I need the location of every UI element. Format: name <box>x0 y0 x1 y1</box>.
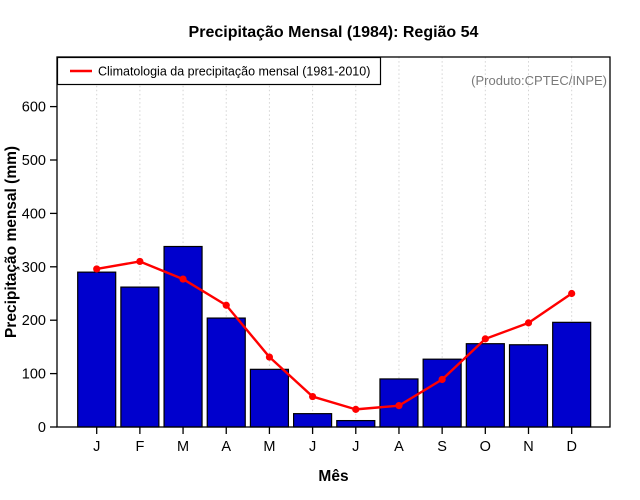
bar-month-9 <box>422 358 462 428</box>
month-label-7: J <box>352 439 359 455</box>
bar-month-1 <box>77 271 117 428</box>
month-label-11: N <box>523 439 533 455</box>
plot-area: 0 100 200 300 400 500 600 J F M A M J J A S O N D <box>22 56 611 455</box>
month-label-2: F <box>135 439 144 455</box>
bar-month-4 <box>206 317 246 428</box>
climatology-point-month-9 <box>438 375 446 384</box>
month-label-4: A <box>221 439 231 455</box>
bar-month-5 <box>249 368 290 428</box>
legend-box <box>56 56 382 86</box>
climatology-point-month-8 <box>395 402 403 410</box>
month-label-1: J <box>93 439 100 455</box>
y-tick-label: 0 <box>38 420 46 436</box>
month-label-8: A <box>394 439 404 455</box>
x-axis-label: Mês <box>318 468 348 485</box>
y-axis-label: Precipitação mensal (mm) <box>3 146 20 338</box>
y-tick-label: 300 <box>22 260 46 276</box>
y-tick-label: 100 <box>22 367 46 383</box>
legend-label: Climatologia da precipitação mensal (198… <box>98 65 370 79</box>
climatology-point-month-7 <box>352 405 360 413</box>
month-label-5: M <box>263 439 275 455</box>
y-tick-label: 200 <box>22 313 46 329</box>
climatology-point-month-3 <box>179 275 187 283</box>
climatology-point-month-11 <box>524 319 533 327</box>
climatology-point-month-6 <box>309 392 317 401</box>
month-label-10: O <box>480 439 491 455</box>
product-watermark: (Produto:CPTEC/INPE) <box>471 73 607 88</box>
month-label-12: D <box>566 439 576 455</box>
climatology-point-month-12 <box>568 289 576 298</box>
month-label-3: M <box>177 439 189 455</box>
climatology-point-month-4 <box>222 301 230 309</box>
month-label-6: J <box>309 439 316 455</box>
climatology-point-month-5 <box>265 353 274 361</box>
bar-month-7 <box>336 419 376 428</box>
legend: Climatologia da precipitação mensal (198… <box>56 56 382 86</box>
bar-month-6 <box>293 413 333 428</box>
climatology-point-month-2 <box>136 257 144 266</box>
bar-month-11 <box>508 344 549 428</box>
month-label-9: S <box>437 439 447 455</box>
bar-month-10 <box>465 343 505 428</box>
bar-month-2 <box>120 286 160 428</box>
climatology-line <box>96 260 573 411</box>
y-tick-label: 600 <box>22 100 46 116</box>
climatology-point-month-1 <box>93 265 101 273</box>
chart-title: Precipitação Mensal (1984): Região 54 <box>189 24 479 41</box>
y-tick-label: 400 <box>22 206 46 222</box>
bar-month-12 <box>552 321 592 428</box>
y-tick-label: 500 <box>22 153 46 169</box>
climatology-point-month-10 <box>481 335 489 343</box>
